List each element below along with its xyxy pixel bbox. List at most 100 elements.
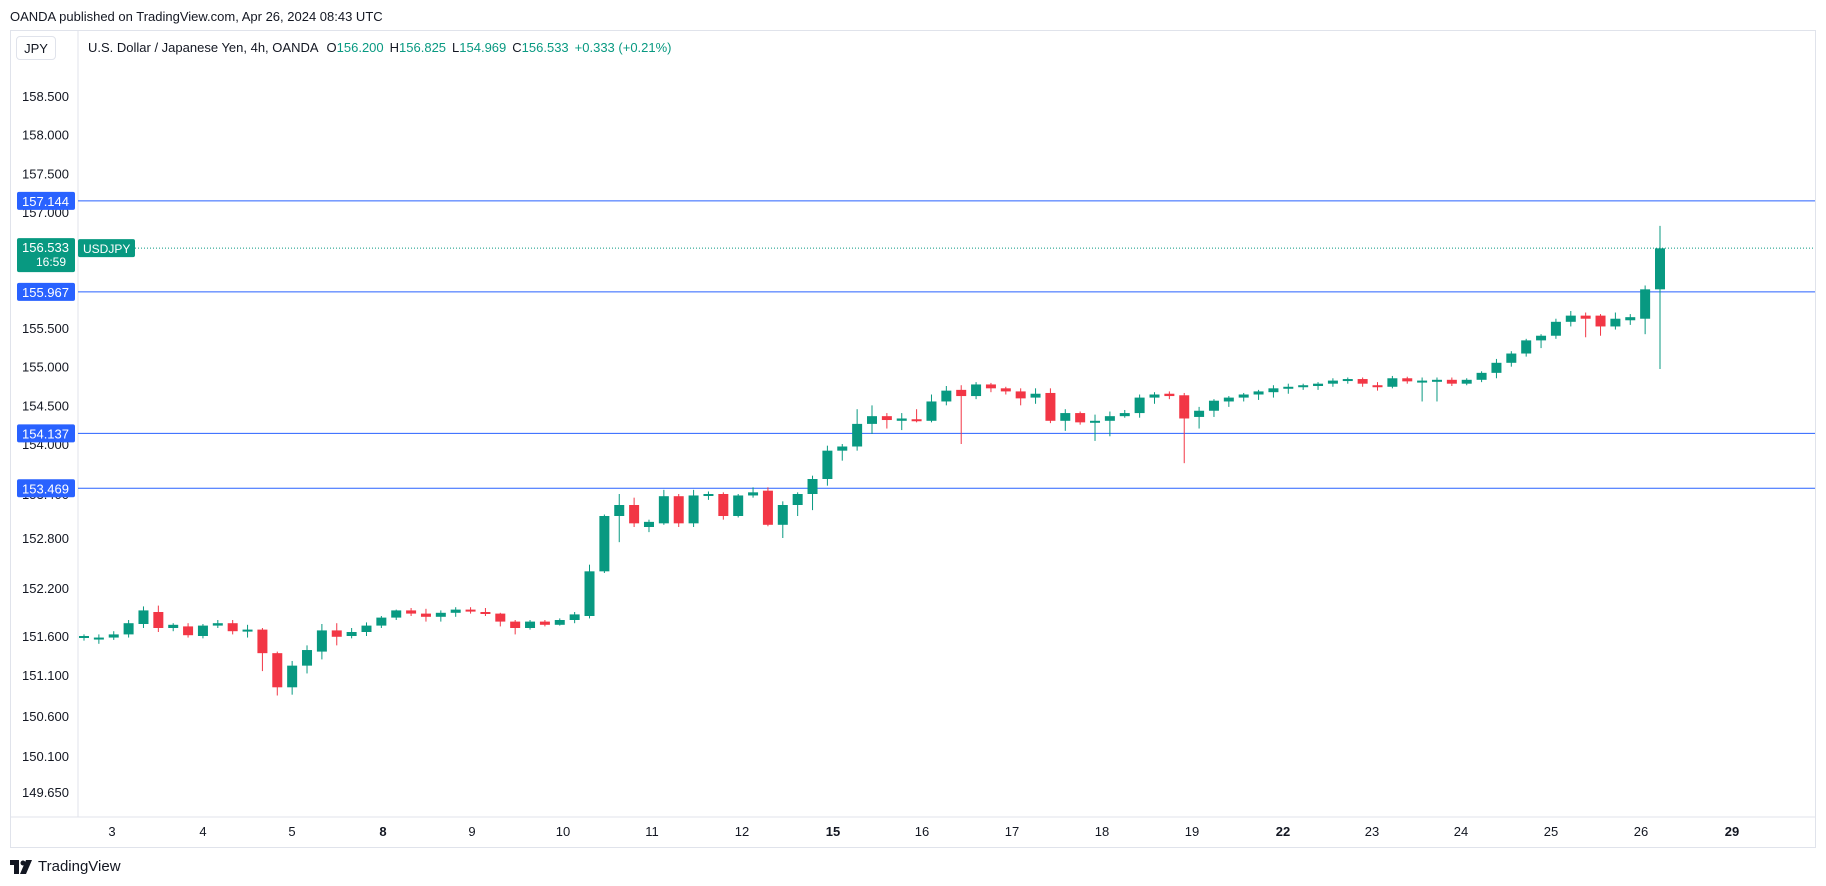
- candle-down[interactable]: [1595, 315, 1606, 327]
- candle-up[interactable]: [584, 571, 595, 616]
- candle-up[interactable]: [376, 617, 387, 626]
- candle-up[interactable]: [1550, 321, 1561, 336]
- candle-down[interactable]: [480, 612, 491, 614]
- candle-up[interactable]: [1565, 315, 1576, 322]
- candle-up[interactable]: [1417, 380, 1428, 383]
- candle-down[interactable]: [227, 623, 238, 632]
- candle-up[interactable]: [212, 623, 223, 626]
- candle-up[interactable]: [1060, 413, 1071, 421]
- candle-up[interactable]: [1476, 372, 1487, 380]
- candle-up[interactable]: [1625, 317, 1636, 321]
- candle-down[interactable]: [539, 621, 550, 625]
- candle-up[interactable]: [1491, 362, 1502, 373]
- candle-down[interactable]: [1164, 393, 1175, 397]
- candle-down[interactable]: [465, 609, 476, 612]
- candle-up[interactable]: [1268, 388, 1279, 393]
- candle-down[interactable]: [1015, 391, 1026, 399]
- candle-up[interactable]: [1090, 420, 1101, 423]
- candle-down[interactable]: [956, 389, 967, 397]
- candle-up[interactable]: [569, 614, 580, 620]
- candle-up[interactable]: [837, 446, 848, 451]
- candle-up[interactable]: [822, 450, 833, 479]
- candle-down[interactable]: [406, 610, 417, 614]
- candle-up[interactable]: [316, 630, 327, 652]
- candle-up[interactable]: [361, 625, 372, 632]
- candle-down[interactable]: [1045, 392, 1056, 421]
- candle-up[interactable]: [435, 612, 446, 617]
- candle-up[interactable]: [748, 492, 759, 496]
- candle-down[interactable]: [762, 490, 773, 525]
- candle-up[interactable]: [1536, 335, 1547, 341]
- candle-up[interactable]: [242, 629, 253, 632]
- candle-up[interactable]: [614, 505, 625, 516]
- candle-down[interactable]: [629, 505, 640, 524]
- candle-down[interactable]: [985, 384, 996, 389]
- candle-up[interactable]: [108, 634, 119, 638]
- candle-up[interactable]: [1342, 379, 1353, 382]
- candle-up[interactable]: [554, 620, 565, 625]
- candle-up[interactable]: [1387, 378, 1398, 387]
- candle-down[interactable]: [911, 419, 922, 422]
- candle-up[interactable]: [926, 401, 937, 421]
- currency-button[interactable]: JPY: [16, 36, 56, 60]
- candle-up[interactable]: [79, 636, 89, 638]
- candle-up[interactable]: [1223, 397, 1234, 402]
- candle-down[interactable]: [1357, 379, 1368, 384]
- candle-up[interactable]: [1134, 397, 1145, 414]
- candle-up[interactable]: [1283, 386, 1294, 389]
- candle-up[interactable]: [1208, 400, 1219, 411]
- candle-down[interactable]: [1446, 379, 1457, 384]
- candle-up[interactable]: [1313, 383, 1324, 386]
- candle-down[interactable]: [495, 613, 506, 622]
- candle-up[interactable]: [1610, 318, 1621, 327]
- candle-up[interactable]: [1149, 394, 1160, 398]
- candle-down[interactable]: [1372, 385, 1383, 388]
- candle-down[interactable]: [420, 613, 431, 617]
- candle-up[interactable]: [168, 624, 179, 628]
- candle-up[interactable]: [138, 610, 149, 624]
- candle-down[interactable]: [1402, 378, 1413, 382]
- candle-up[interactable]: [1030, 393, 1041, 398]
- candle-down[interactable]: [1075, 413, 1086, 423]
- candle-up[interactable]: [792, 494, 803, 505]
- candle-up[interactable]: [941, 390, 952, 402]
- candle-up[interactable]: [643, 521, 654, 527]
- candle-up[interactable]: [807, 479, 818, 494]
- candle-up[interactable]: [1640, 289, 1651, 319]
- candle-up[interactable]: [1298, 385, 1309, 388]
- candle-up[interactable]: [346, 632, 357, 636]
- candle-up[interactable]: [703, 494, 714, 496]
- candle-up[interactable]: [1431, 379, 1442, 382]
- candle-up[interactable]: [391, 610, 402, 618]
- candle-down[interactable]: [1000, 388, 1011, 392]
- candle-up[interactable]: [1253, 391, 1264, 395]
- candle-down[interactable]: [331, 630, 342, 637]
- candle-down[interactable]: [673, 496, 684, 524]
- candle-down[interactable]: [272, 653, 283, 688]
- candle-up[interactable]: [1327, 380, 1338, 384]
- candle-up[interactable]: [777, 505, 788, 525]
- candle-up[interactable]: [1119, 413, 1130, 417]
- candle-up[interactable]: [852, 423, 863, 447]
- candle-down[interactable]: [1580, 315, 1591, 319]
- candle-up[interactable]: [93, 637, 104, 640]
- candle-down[interactable]: [718, 494, 729, 516]
- candle-down[interactable]: [257, 629, 268, 654]
- candle-up[interactable]: [1461, 379, 1472, 384]
- candle-up[interactable]: [658, 496, 669, 524]
- candle-down[interactable]: [1179, 395, 1190, 419]
- candle-up[interactable]: [733, 495, 744, 516]
- candle-down[interactable]: [881, 416, 892, 421]
- candle-up[interactable]: [525, 621, 536, 628]
- candle-up[interactable]: [688, 495, 699, 524]
- candle-up[interactable]: [1104, 416, 1115, 421]
- candle-up[interactable]: [123, 623, 134, 635]
- candle-up[interactable]: [1506, 353, 1517, 363]
- candle-down[interactable]: [510, 621, 521, 628]
- candle-up[interactable]: [1194, 410, 1205, 417]
- candle-up[interactable]: [971, 384, 982, 397]
- candle-up[interactable]: [1238, 394, 1249, 398]
- candle-up[interactable]: [1655, 248, 1665, 290]
- candle-up[interactable]: [599, 516, 610, 572]
